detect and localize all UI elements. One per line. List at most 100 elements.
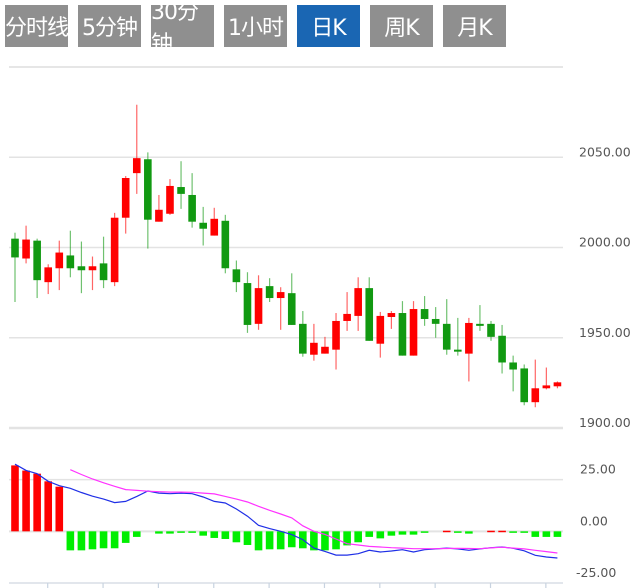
candle-up (210, 207, 219, 236)
candle-up (343, 292, 351, 331)
candle-body (553, 382, 562, 387)
candles (11, 104, 562, 408)
candle-body (110, 217, 119, 283)
candle-body (11, 238, 19, 258)
macd-bar (520, 531, 529, 533)
macd-bar (232, 531, 241, 543)
candle-down (454, 317, 462, 356)
candle-up (354, 277, 362, 331)
candle-body (465, 322, 473, 354)
candle-down (99, 236, 108, 289)
candle-up (332, 313, 340, 370)
candle-down (232, 260, 241, 293)
candle-body (354, 288, 362, 316)
macd-bar (376, 531, 385, 539)
macd-bar (454, 531, 462, 533)
macd-bar (365, 531, 374, 537)
candle-up (55, 240, 64, 291)
candle-body (99, 263, 108, 281)
candle-body (276, 292, 285, 299)
candle-up (44, 264, 53, 295)
candle-body (66, 255, 75, 269)
macd-bar (77, 531, 86, 551)
candle-body (287, 293, 296, 325)
candle-body (531, 388, 540, 403)
macd-x-axis (9, 582, 563, 588)
macd-bar (498, 530, 506, 533)
price-tick-label: 2000.00 (579, 235, 631, 250)
macd-bar (199, 531, 207, 536)
macd-bar (110, 531, 119, 549)
candle-body (210, 218, 219, 236)
macd-bar (276, 531, 285, 550)
dea-line (70, 469, 558, 554)
tab-monthly-k[interactable]: 月K (443, 5, 506, 47)
candle-down (33, 238, 41, 299)
candle-body (310, 342, 318, 355)
tab-weekly-k[interactable]: 周K (370, 5, 433, 47)
candle-body (376, 315, 385, 344)
candle-body (22, 239, 30, 259)
tab-5min[interactable]: 5分钟 (78, 5, 141, 47)
macd-bar (354, 531, 362, 543)
macd-tick-label: -25.00 (576, 565, 616, 580)
candle-body (509, 362, 517, 370)
candle-up (276, 287, 285, 330)
candle-body (332, 320, 340, 350)
candle-body (166, 185, 174, 214)
macd-bar (254, 531, 263, 551)
candle-body (121, 178, 130, 218)
macd-bar (88, 531, 97, 550)
candle-body (177, 187, 185, 194)
candle-up (155, 194, 163, 222)
candle-body (365, 288, 374, 341)
macd-bar (531, 531, 540, 537)
candle-up (88, 256, 97, 291)
candle-down (431, 307, 440, 338)
candle-down (442, 299, 451, 355)
candle-down (398, 301, 407, 356)
macd-bar (509, 531, 517, 533)
candle-body (542, 385, 551, 389)
candle-down (11, 232, 19, 303)
candle-down (520, 364, 529, 406)
tab-30min[interactable]: 30分钟 (151, 0, 214, 57)
candle-body (77, 266, 86, 271)
candle-up (553, 381, 562, 389)
macd-bar (420, 531, 429, 533)
tab-1hour[interactable]: 1小时 (224, 5, 287, 47)
tab-daily-k[interactable]: 日K (297, 5, 360, 47)
macd-grid: 25.00 0.00 -25.00 (9, 462, 616, 584)
candle-body (144, 159, 152, 220)
candle-up (166, 179, 174, 215)
candle-up (376, 311, 385, 358)
macd-tick-label: 0.00 (580, 513, 608, 528)
candle-down (144, 152, 152, 249)
macd-bar (66, 531, 75, 551)
candle-up (310, 323, 318, 361)
macd-bar (210, 531, 219, 538)
candle-down (188, 173, 196, 228)
candle-up (387, 311, 396, 329)
candle-up (409, 301, 418, 356)
tab-timeshare[interactable]: 分时线 (5, 5, 69, 47)
candle-down (420, 296, 429, 326)
candle-body (265, 286, 274, 299)
candle-down (77, 241, 86, 294)
macd-bar (44, 481, 53, 532)
candle-up (132, 104, 141, 194)
candle-down (265, 278, 274, 303)
candle-body (343, 313, 351, 321)
candle-body (88, 266, 97, 271)
dif-line (14, 463, 558, 559)
candle-down (287, 273, 296, 325)
candle-body (442, 323, 451, 350)
candle-down (365, 277, 374, 341)
macd-bar (487, 530, 495, 533)
candle-down (177, 161, 185, 209)
candle-down (221, 214, 230, 274)
candle-down (487, 320, 495, 341)
candle-body (132, 158, 141, 174)
macd-bar (221, 531, 230, 539)
